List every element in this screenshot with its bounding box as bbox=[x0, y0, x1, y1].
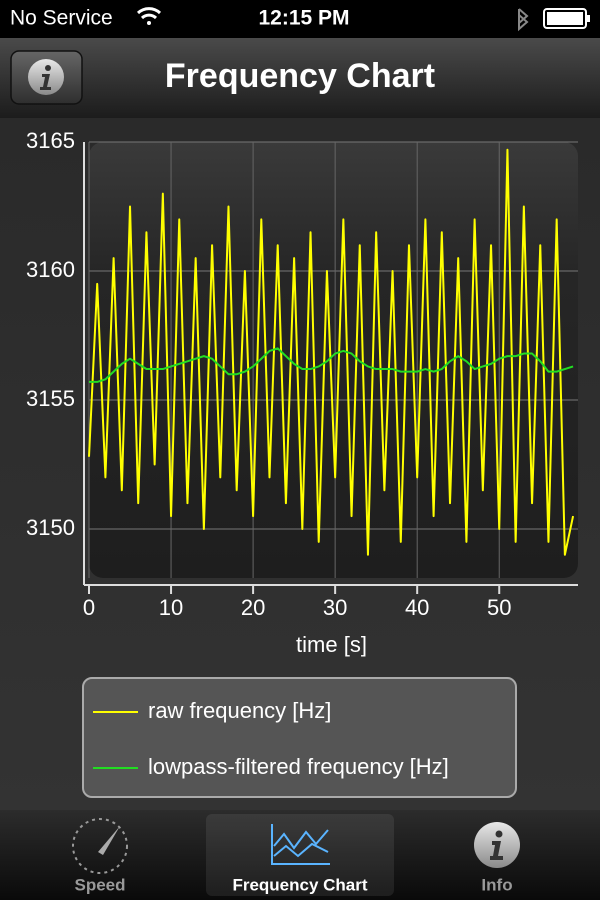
nav-title: Frequency Chart bbox=[165, 57, 435, 95]
x-tick-label: 20 bbox=[241, 595, 265, 620]
legend-label: lowpass-filtered frequency [Hz] bbox=[148, 754, 449, 779]
data-line bbox=[89, 347, 574, 383]
y-tick-label: 3155 bbox=[26, 386, 75, 411]
tab-label[interactable]: Info bbox=[481, 875, 512, 894]
chart: 3150 3155 3160 3165 0 10 20 30 40 50 time [s] bbox=[26, 128, 578, 657]
clock: 12:15 PM bbox=[258, 7, 349, 30]
legend bbox=[82, 677, 517, 798]
info-tab-icon bbox=[474, 822, 520, 868]
battery-icon bbox=[543, 8, 590, 29]
y-tick-label: 3160 bbox=[26, 257, 75, 282]
info-button[interactable] bbox=[10, 50, 83, 105]
chart-icon bbox=[271, 824, 330, 865]
x-tick-label: 30 bbox=[323, 595, 347, 620]
x-tick-label: 50 bbox=[487, 595, 511, 620]
speed-icon bbox=[72, 818, 128, 874]
y-tick-label: 3165 bbox=[26, 128, 75, 153]
x-tick-label: 10 bbox=[159, 595, 183, 620]
bluetooth-icon bbox=[518, 8, 529, 32]
carrier: No Service bbox=[10, 7, 113, 30]
legend-entries: raw frequency [Hz] lowpass-filtered frequ… bbox=[93, 698, 449, 779]
x-tick-label: 0 bbox=[83, 595, 95, 620]
legend-label: raw frequency [Hz] bbox=[148, 698, 331, 723]
wifi-icon bbox=[136, 7, 162, 25]
nav-bar bbox=[0, 38, 600, 118]
status-bar bbox=[0, 0, 600, 38]
x-axis-label: time [s] bbox=[296, 632, 367, 657]
y-tick-label: 3150 bbox=[26, 515, 75, 540]
tab-label[interactable]: Speed bbox=[74, 875, 125, 894]
tab-labels: Speed Frequency Chart Info bbox=[74, 875, 512, 894]
tab-label[interactable]: Frequency Chart bbox=[232, 875, 367, 894]
x-tick-label: 40 bbox=[405, 595, 429, 620]
data-line bbox=[88, 148, 575, 556]
